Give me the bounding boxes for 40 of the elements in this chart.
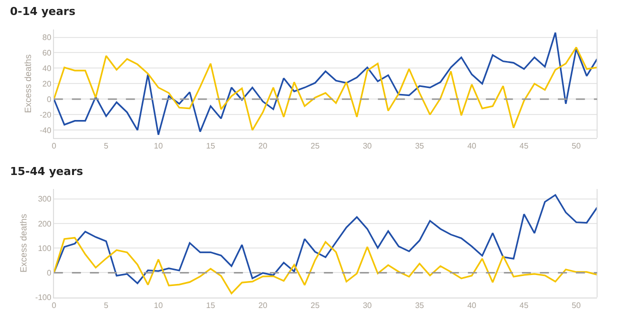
x-tick-label: 35 [415,141,425,150]
chart-title: 15-44 years [10,165,84,178]
x-tick-label: 40 [467,300,477,310]
x-tick-label: 50 [572,300,582,310]
y-tick-label: 200 [38,219,52,228]
y-tick-label: 100 [38,244,52,253]
y-axis-title: Excess deaths [18,213,29,272]
x-tick-label: 45 [520,141,530,150]
x-tick-label: 10 [154,300,164,310]
y-tick-label: 0 [46,268,52,278]
x-tick-label: 5 [104,300,109,310]
x-tick-label: 20 [258,300,268,310]
x-tick-label: 10 [154,141,164,150]
x-tick-label: 15 [206,300,216,310]
y-tick-label: 80 [42,33,52,42]
line-series [54,194,598,284]
chart-title: 0-14 years [10,5,76,18]
x-tick-label: 35 [415,300,425,310]
x-tick-label: 25 [310,300,320,310]
y-tick-label: -100 [35,293,52,302]
x-tick-label: 45 [520,300,530,310]
y-tick-label: 60 [42,48,52,58]
line-series [54,236,598,294]
x-tick-label: 25 [310,141,320,150]
y-tick-label: 0 [46,94,52,104]
y-tick-label: 300 [38,194,52,204]
x-tick-label: 40 [467,141,477,150]
line-series [54,46,598,131]
x-tick-label: 20 [258,141,268,150]
x-tick-label: 5 [104,141,109,150]
y-tick-label: -40 [40,126,52,135]
x-tick-label: 30 [362,141,372,150]
x-tick-label: 30 [362,300,372,310]
y-tick-label: 40 [42,64,52,74]
y-axis-title: Excess deaths [23,54,34,113]
x-tick-label: 50 [572,141,582,150]
y-tick-label: 20 [42,79,52,88]
y-tick-label: -20 [40,110,52,120]
line-series [54,32,598,136]
x-tick-label: 15 [206,141,216,150]
